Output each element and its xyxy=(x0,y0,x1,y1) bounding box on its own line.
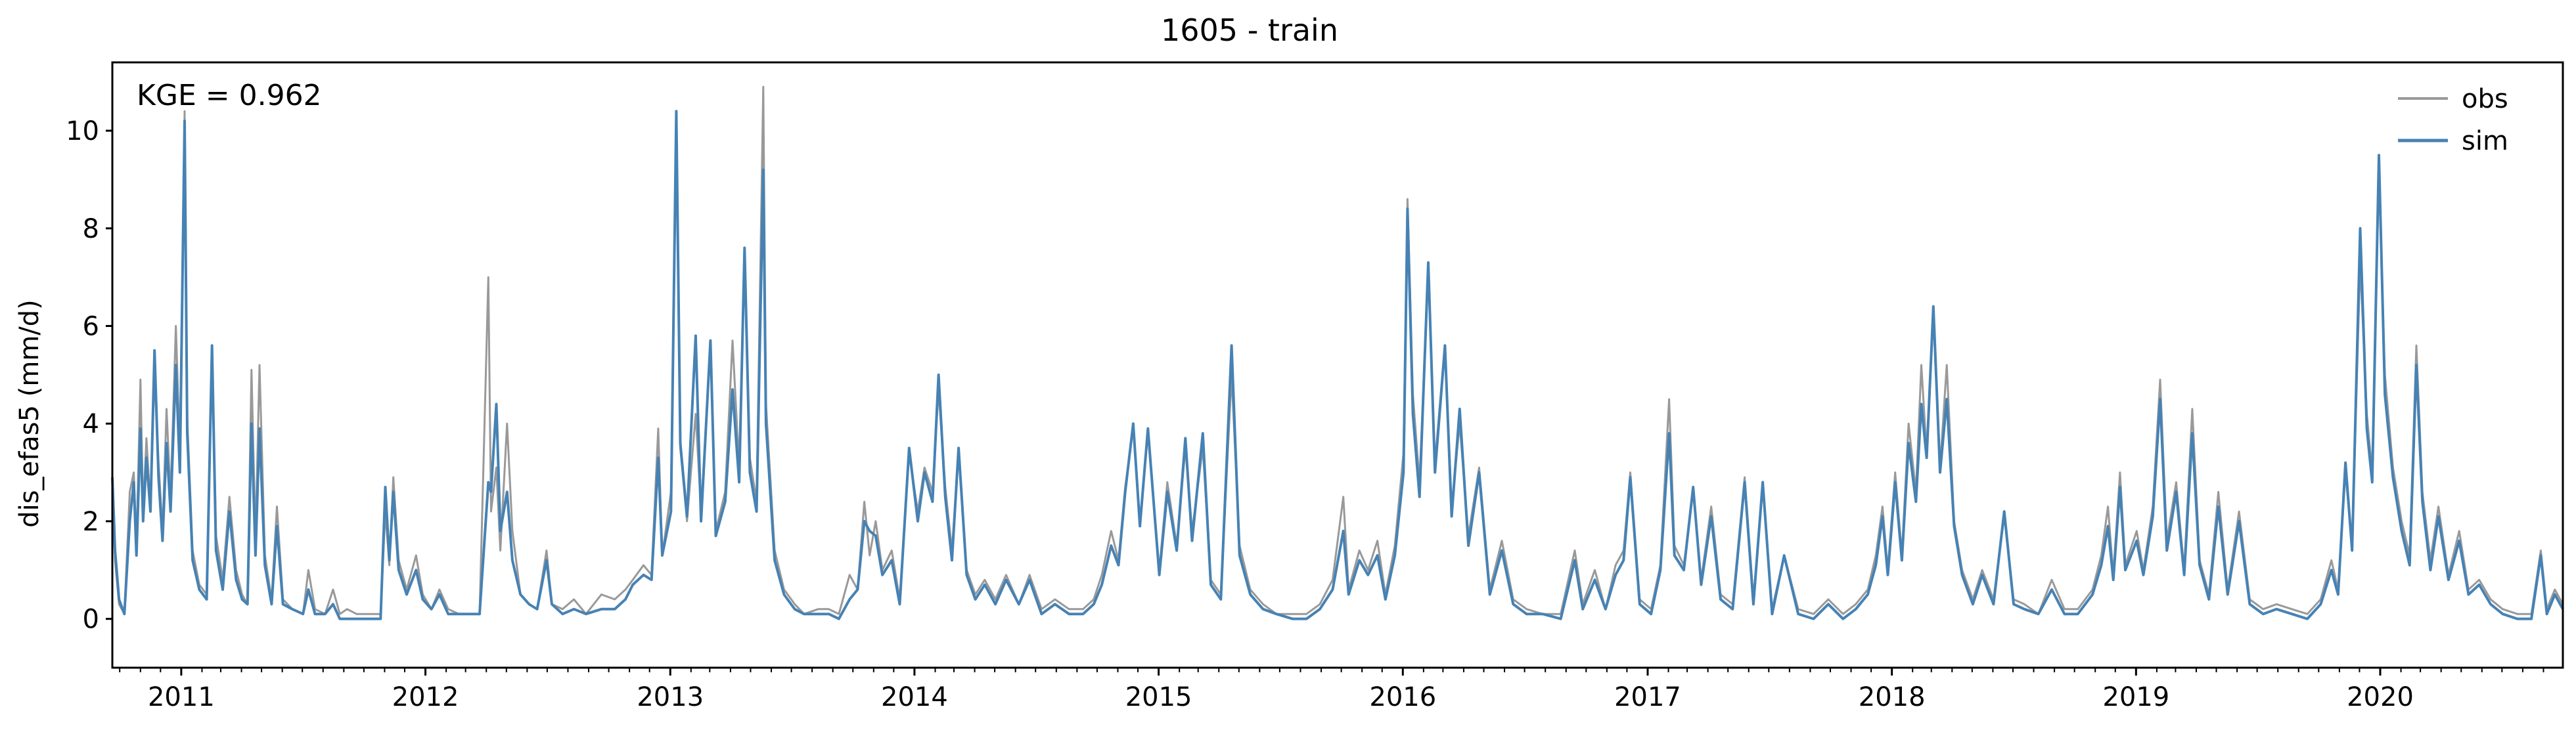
y-tick-label: 0 xyxy=(83,605,99,635)
x-tick-label: 2016 xyxy=(1369,682,1436,712)
series-line-sim xyxy=(111,110,2564,620)
legend-label-sim: sim xyxy=(2462,126,2508,156)
y-tick-label: 10 xyxy=(66,116,99,146)
y-tick-label: 2 xyxy=(83,507,99,537)
chart-title: 1605 - train xyxy=(1161,12,1338,48)
x-tick-label: 2015 xyxy=(1125,682,1192,712)
x-tick-label: 2012 xyxy=(392,682,459,712)
y-tick-label: 6 xyxy=(83,312,99,342)
x-tick-label: 2013 xyxy=(637,682,704,712)
series-layer xyxy=(111,85,2564,620)
plot-frame xyxy=(111,61,2564,669)
y-axis-ticks: 0 2 4 6 8 10 xyxy=(66,116,112,635)
y-tick-label: 8 xyxy=(83,214,99,244)
kge-annotation: KGE = 0.962 xyxy=(137,79,322,112)
x-tick-label: 2011 xyxy=(148,682,215,712)
y-axis-label: dis_efas5 (mm/d) xyxy=(14,299,45,528)
y-tick-label: 4 xyxy=(83,409,99,439)
x-tick-label: 2018 xyxy=(1859,682,1926,712)
x-tick-label: 2014 xyxy=(881,682,948,712)
x-tick-label: 2020 xyxy=(2347,682,2414,712)
x-tick-label: 2017 xyxy=(1614,682,1681,712)
legend-label-obs: obs xyxy=(2462,84,2508,114)
x-axis-ticks: 2011 2012 2013 2014 2015 2016 2017 2018 2019 2020 xyxy=(119,668,2544,712)
x-tick-label: 2019 xyxy=(2102,682,2169,712)
legend: obs sim xyxy=(2398,84,2508,156)
